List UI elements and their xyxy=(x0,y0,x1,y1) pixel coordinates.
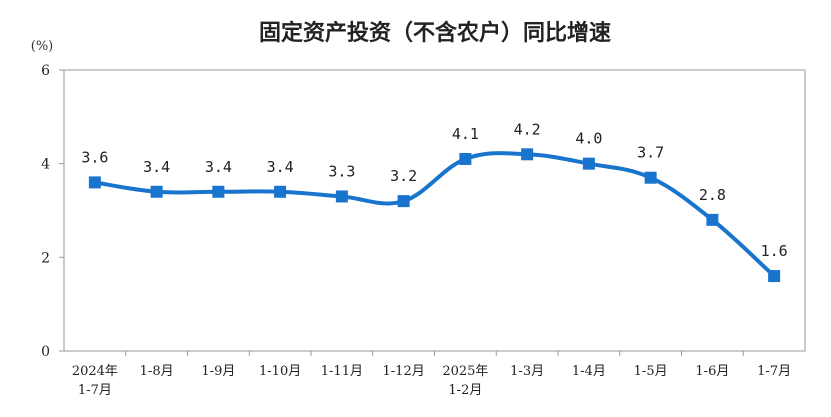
x-tick-label: 1-12月 xyxy=(383,364,425,379)
data-point-marker xyxy=(150,185,163,198)
data-label: 2.8 xyxy=(699,186,726,204)
x-tick-label: 1-6月 xyxy=(695,364,729,379)
data-label: 3.4 xyxy=(267,158,294,176)
data-point-marker xyxy=(274,185,287,198)
data-point-marker xyxy=(88,176,101,189)
plot-frame xyxy=(63,69,806,352)
y-tick-label: 4 xyxy=(41,157,50,173)
data-label: 3.6 xyxy=(81,148,108,166)
x-tick-label: 1-9月 xyxy=(201,364,235,379)
x-tick-label: 1-7月 xyxy=(78,383,112,398)
data-label: 1.6 xyxy=(761,242,788,260)
data-label: 4.0 xyxy=(575,130,602,148)
y-axis: 0 2 4 6 xyxy=(41,63,64,360)
x-tick-label: 1-11月 xyxy=(321,364,363,379)
x-tick-label: 1-2月 xyxy=(448,383,482,398)
data-label: 3.4 xyxy=(205,158,232,176)
data-point-marker xyxy=(644,171,657,184)
x-tick-label: 1-4月 xyxy=(572,364,606,379)
data-point-marker xyxy=(582,157,595,170)
data-label: 3.4 xyxy=(143,158,170,176)
x-tick-label: 1-3月 xyxy=(510,364,544,379)
data-point-marker xyxy=(335,190,348,203)
y-tick-label: 6 xyxy=(41,63,50,79)
series-layer xyxy=(88,148,781,283)
chart-title: 固定资产投资（不含农户）同比增速 xyxy=(259,20,611,46)
x-tick-label: 1-8月 xyxy=(140,364,174,379)
data-point-marker xyxy=(459,152,472,165)
data-point-marker xyxy=(521,148,534,161)
x-tick-label: 2025年 xyxy=(442,364,488,379)
data-point-marker xyxy=(706,213,719,226)
data-point-marker xyxy=(397,195,410,208)
data-label-layer: 3.6 3.4 3.4 3.4 3.3 3.2 4.1 4.2 4.0 3.7 2.8 1.6 xyxy=(81,120,787,260)
data-label: 4.2 xyxy=(514,120,541,138)
data-label: 3.7 xyxy=(637,144,664,162)
data-label: 4.1 xyxy=(452,125,479,143)
data-label: 3.2 xyxy=(390,167,417,185)
x-tick-label: 1-5月 xyxy=(634,364,668,379)
data-label: 3.3 xyxy=(328,162,355,180)
x-axis: 2024年 1-7月 1-8月 1-9月 1-10月 1-11月 1-12月 2025年 1-2… xyxy=(72,351,791,398)
data-point-marker xyxy=(768,270,781,283)
x-tick-label: 2024年 xyxy=(72,364,118,379)
y-tick-label: 2 xyxy=(41,250,50,266)
x-tick-label: 1-10月 xyxy=(259,364,301,379)
y-tick-label: 0 xyxy=(41,344,50,360)
series-line xyxy=(92,151,777,279)
y-unit-label: (%) xyxy=(31,39,54,54)
data-point-marker xyxy=(212,185,225,198)
x-tick-label: 1-7月 xyxy=(757,364,791,379)
